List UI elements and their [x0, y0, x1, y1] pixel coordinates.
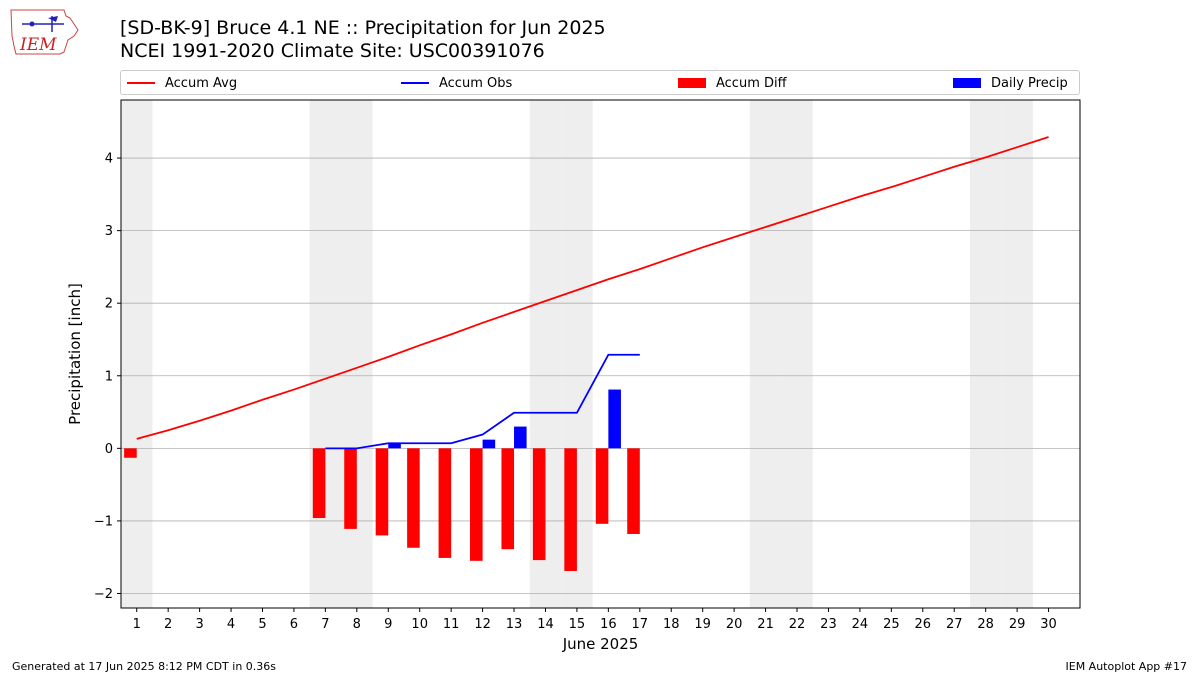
accum-avg-line	[136, 136, 1049, 440]
x-tick-label-1: 1	[133, 617, 141, 632]
x-tick-label-11: 11	[443, 617, 460, 632]
x-tick-label-22: 22	[789, 617, 806, 632]
legend-swatch-accum-obs	[401, 82, 429, 84]
weekend-shade-day-7	[309, 100, 342, 608]
x-tick-label-16: 16	[600, 617, 617, 632]
legend-label-accum-avg: Accum Avg	[165, 75, 238, 91]
y-tick-label--2: −2	[94, 587, 113, 602]
accum-diff-bar-day-17	[627, 448, 640, 534]
x-tick-label-20: 20	[726, 617, 743, 632]
weekend-shade-day-28	[969, 100, 1002, 608]
legend-label-accum-obs: Accum Obs	[439, 75, 513, 91]
accum-diff-bar-day-16	[595, 448, 609, 524]
y-tick-label-4: 4	[105, 152, 113, 167]
accum-diff-bar-day-1	[124, 448, 137, 458]
y-axis: −2 −1 0 1 2 3 4	[94, 152, 121, 602]
plot-frame	[120, 99, 1081, 609]
x-tick-label-26: 26	[915, 617, 932, 632]
iem-logo: IEM	[10, 9, 79, 55]
chart-title: [SD-BK-9] Bruce 4.1 NE :: Precipitation …	[120, 17, 606, 39]
logo-text: IEM	[19, 35, 57, 55]
accum-diff-bar-day-9	[375, 448, 389, 536]
x-tick-label-27: 27	[946, 617, 963, 632]
footer-generated: Generated at 17 Jun 2025 8:12 PM CDT in …	[12, 660, 277, 673]
daily-precip-bar-day-13	[514, 426, 527, 449]
accum-diff-bar-day-8	[344, 448, 357, 529]
legend-item-accum-avg: Accum Avg	[127, 74, 237, 92]
legend-item-accum-diff: Accum Diff	[678, 74, 787, 92]
x-tick-label-25: 25	[883, 617, 900, 632]
y-tick-label-1: 1	[105, 369, 113, 384]
y-tick-label-0: 0	[105, 442, 113, 457]
accum-diff-bar-day-10	[407, 448, 420, 548]
legend-swatch-accum-diff	[678, 78, 706, 88]
x-tick-label-30: 30	[1040, 617, 1057, 632]
x-tick-label-3: 3	[195, 617, 203, 632]
x-tick-label-29: 29	[1009, 617, 1026, 632]
x-tick-label-12: 12	[474, 617, 491, 632]
legend-item-accum-obs: Accum Obs	[401, 74, 512, 92]
y-tick-label-3: 3	[105, 224, 113, 239]
legend-label-daily-precip: Daily Precip	[991, 75, 1068, 91]
daily-precip-bar-day-12	[482, 439, 496, 449]
x-tick-label-17: 17	[632, 617, 649, 632]
x-tick-label-8: 8	[353, 617, 361, 632]
y-tick-label--1: −1	[94, 514, 113, 529]
x-tick-label-7: 7	[321, 617, 329, 632]
y-axis-label: Precipitation [inch]	[66, 283, 84, 425]
x-tick-label-2: 2	[164, 617, 172, 632]
accum-diff-bar-day-7	[312, 448, 326, 519]
accum-diff-bar-day-12	[470, 448, 483, 561]
x-tick-label-15: 15	[569, 617, 586, 632]
weekend-shade-day-8	[341, 100, 373, 608]
chart-subtitle: NCEI 1991-2020 Climate Site: USC00391076	[120, 40, 545, 62]
grid-lines	[121, 157, 1080, 594]
x-tick-label-4: 4	[227, 617, 235, 632]
weekend-shade-day-22	[781, 100, 813, 608]
x-tick-label-13: 13	[506, 617, 523, 632]
x-tick-label-6: 6	[290, 617, 298, 632]
accum-diff-bar-day-15	[564, 448, 577, 571]
daily-precip-bar-day-16	[608, 389, 621, 449]
x-tick-label-10: 10	[411, 617, 428, 632]
legend-label-accum-diff: Accum Diff	[716, 75, 787, 91]
legend-item-daily-precip: Daily Precip	[953, 74, 1068, 92]
accum-diff-bar-day-11	[438, 448, 452, 558]
x-tick-label-24: 24	[852, 617, 869, 632]
x-tick-label-21: 21	[757, 617, 774, 632]
legend-swatch-daily-precip	[953, 78, 981, 88]
bars-layer	[124, 389, 640, 571]
weekend-shade-day-1	[121, 100, 153, 608]
x-tick-label-9: 9	[384, 617, 392, 632]
x-tick-label-18: 18	[663, 617, 680, 632]
weekend-shade-day-29	[1001, 100, 1033, 608]
legend-swatch-accum-avg	[127, 82, 155, 84]
footer-app: IEM Autoplot App #17	[1065, 660, 1188, 673]
lines-layer	[136, 136, 1049, 450]
x-axis: 1 2 3 4 5 6 7 8 9 10 11 12 13 14 15 16 17 18 19 20 21 22 23 24 2…	[133, 608, 1057, 632]
x-tick-label-14: 14	[537, 617, 554, 632]
x-tick-label-19: 19	[694, 617, 711, 632]
x-tick-label-28: 28	[977, 617, 994, 632]
y-tick-label-2: 2	[105, 297, 113, 312]
accum-diff-bar-day-14	[532, 448, 546, 561]
accum-obs-line	[325, 353, 640, 450]
accum-diff-bar-day-13	[501, 448, 515, 550]
x-tick-label-5: 5	[258, 617, 266, 632]
daily-precip-bar-day-9	[388, 443, 401, 449]
legend: Accum Avg Accum Obs Accum Diff Daily Pre…	[120, 70, 1080, 95]
x-axis-label: June 2025	[562, 635, 639, 653]
x-tick-label-23: 23	[820, 617, 837, 632]
weekend-shade-day-21	[749, 100, 782, 608]
